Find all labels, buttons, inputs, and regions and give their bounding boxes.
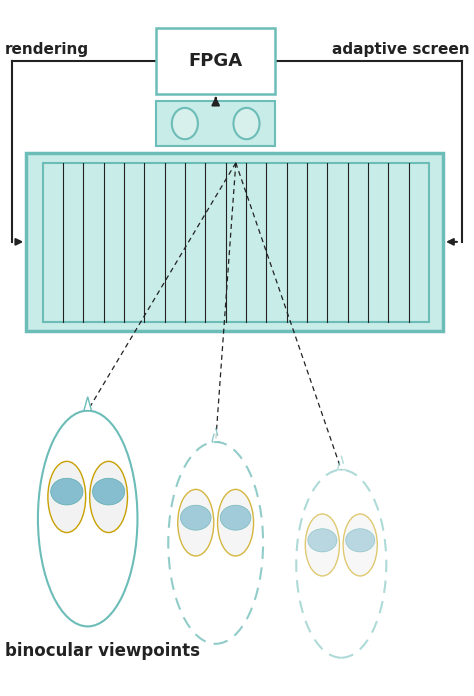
Bar <box>156 28 275 94</box>
Ellipse shape <box>308 529 337 552</box>
Text: rendering: rendering <box>5 42 89 57</box>
Ellipse shape <box>48 461 86 532</box>
Ellipse shape <box>90 461 128 532</box>
Ellipse shape <box>233 108 260 139</box>
Ellipse shape <box>220 505 251 530</box>
Text: binocular viewpoints: binocular viewpoints <box>5 642 200 660</box>
Ellipse shape <box>296 470 386 658</box>
Ellipse shape <box>346 529 375 552</box>
Ellipse shape <box>181 505 211 530</box>
Ellipse shape <box>305 514 339 576</box>
Bar <box>26 153 443 331</box>
Ellipse shape <box>51 478 83 505</box>
Bar <box>43 163 429 322</box>
Ellipse shape <box>343 514 377 576</box>
Polygon shape <box>212 428 219 442</box>
Ellipse shape <box>92 478 125 505</box>
Bar <box>156 101 275 146</box>
Ellipse shape <box>38 411 137 626</box>
Ellipse shape <box>172 108 198 139</box>
Ellipse shape <box>168 442 263 644</box>
Ellipse shape <box>178 489 214 556</box>
Polygon shape <box>337 456 345 470</box>
Ellipse shape <box>218 489 254 556</box>
Text: FPGA: FPGA <box>189 52 243 70</box>
Polygon shape <box>84 397 91 411</box>
Text: adaptive screen: adaptive screen <box>332 42 469 57</box>
